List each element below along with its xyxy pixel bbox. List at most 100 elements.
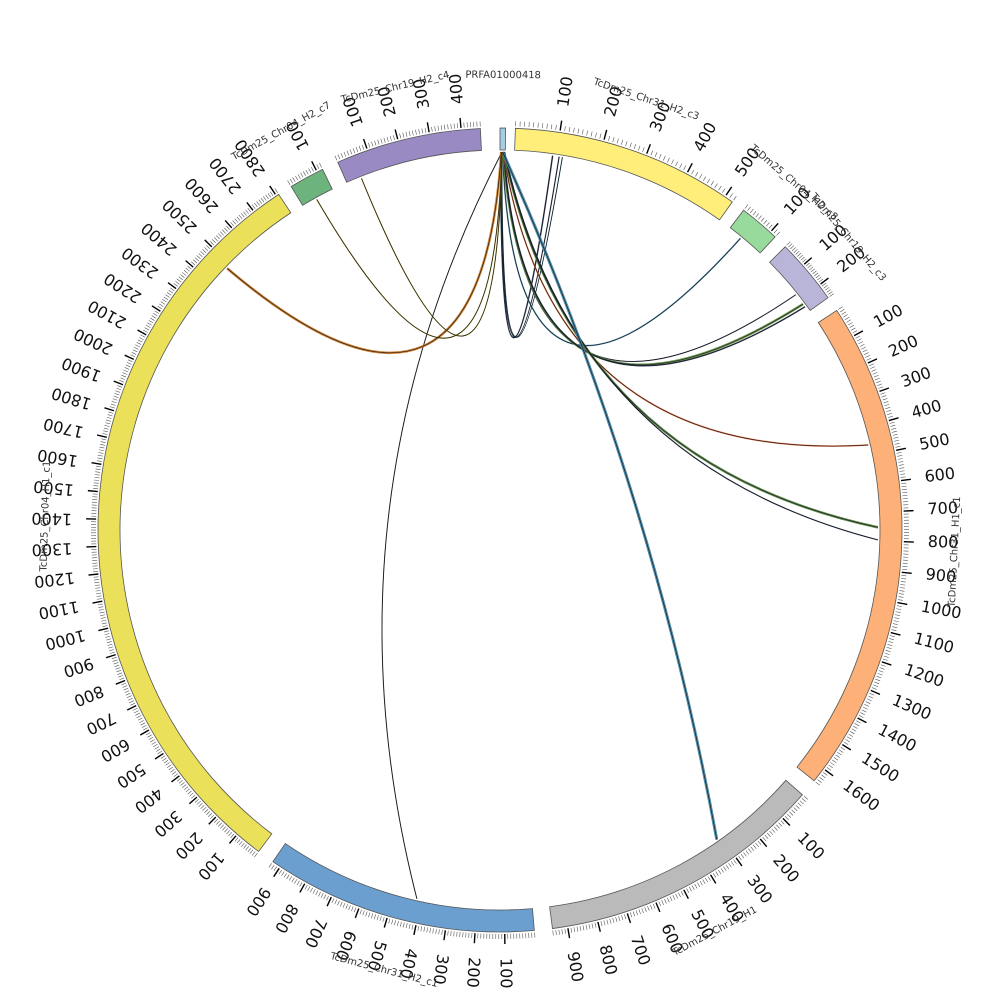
major-tick xyxy=(443,930,447,941)
minor-tick xyxy=(109,651,115,654)
minor-tick xyxy=(752,844,757,849)
minor-tick xyxy=(862,706,868,710)
minor-tick xyxy=(297,174,301,179)
minor-tick xyxy=(675,161,678,167)
minor-tick xyxy=(417,925,420,931)
minor-tick xyxy=(236,839,241,844)
minor-tick xyxy=(312,889,316,894)
minor-tick xyxy=(793,249,798,253)
minor-tick xyxy=(93,576,99,578)
minor-tick xyxy=(116,387,122,391)
minor-tick xyxy=(254,202,258,208)
minor-tick xyxy=(136,342,142,345)
minor-tick xyxy=(841,311,847,315)
minor-tick xyxy=(228,831,233,837)
minor-tick xyxy=(892,623,898,626)
minor-tick xyxy=(887,415,893,418)
minor-tick xyxy=(310,887,313,893)
segment-label-tcdm25-chr04-h2-c7: TcDm25_Chr04_H2_c7 xyxy=(229,100,332,164)
major-tick xyxy=(735,857,743,867)
minor-tick xyxy=(176,777,182,782)
minor-tick xyxy=(337,900,340,906)
minor-tick xyxy=(638,909,641,915)
tick-label: 100 xyxy=(794,828,829,863)
minor-tick xyxy=(113,662,119,665)
major-tick xyxy=(88,573,99,576)
tick-label: 500 xyxy=(918,429,952,454)
minor-tick xyxy=(230,833,235,838)
minor-tick xyxy=(898,596,904,598)
minor-tick xyxy=(882,658,888,661)
minor-tick xyxy=(699,880,703,886)
minor-tick xyxy=(97,454,103,457)
minor-tick xyxy=(582,925,585,931)
minor-tick xyxy=(263,196,267,201)
minor-tick xyxy=(899,467,905,469)
minor-tick xyxy=(183,270,189,274)
tick-label: 800 xyxy=(271,901,302,937)
minor-tick xyxy=(98,449,104,452)
tick-label: 700 xyxy=(83,708,119,738)
major-tick xyxy=(901,571,912,575)
minor-tick xyxy=(629,142,632,148)
minor-tick xyxy=(202,807,207,811)
minor-tick xyxy=(868,695,874,699)
minor-tick xyxy=(766,222,770,227)
minor-tick xyxy=(353,907,357,913)
major-tick xyxy=(709,874,717,884)
minor-tick xyxy=(254,852,258,858)
major-tick xyxy=(683,889,689,899)
minor-tick xyxy=(362,910,365,916)
minor-tick xyxy=(723,866,727,871)
minor-tick xyxy=(897,599,903,601)
segment-label-tcdm25-chr31-h1-c1: TcDm25_Chr31_H1_c1 xyxy=(947,496,963,608)
minor-tick xyxy=(104,425,110,427)
major-tick xyxy=(104,407,115,412)
major-tick xyxy=(113,380,124,386)
minor-tick xyxy=(714,183,718,188)
minor-tick xyxy=(825,287,830,291)
minor-tick xyxy=(102,625,108,627)
major-tick xyxy=(246,201,254,211)
segment-tcdm25-chr04-h2-c8 xyxy=(729,209,776,254)
minor-tick xyxy=(828,764,833,769)
link-edge xyxy=(502,151,741,346)
minor-tick xyxy=(361,144,365,150)
minor-tick xyxy=(137,717,143,721)
minor-tick xyxy=(858,715,864,718)
minor-tick xyxy=(352,148,356,154)
minor-tick xyxy=(840,746,846,751)
minor-tick xyxy=(319,162,322,168)
minor-tick xyxy=(441,929,443,935)
minor-tick xyxy=(797,252,802,257)
minor-tick xyxy=(232,220,237,225)
minor-tick xyxy=(236,216,241,221)
minor-tick xyxy=(323,894,327,900)
link-edge xyxy=(361,151,503,337)
minor-tick xyxy=(612,917,615,923)
minor-tick xyxy=(337,154,341,160)
minor-tick xyxy=(625,141,628,147)
link-ribbon xyxy=(360,151,503,337)
minor-tick xyxy=(893,436,899,439)
major-tick xyxy=(853,330,864,337)
minor-tick xyxy=(316,164,320,169)
major-tick xyxy=(96,434,107,438)
minor-tick xyxy=(178,276,183,281)
major-tick xyxy=(686,162,693,173)
minor-tick xyxy=(891,430,897,433)
minor-tick xyxy=(286,874,290,880)
minor-tick xyxy=(573,127,575,133)
minor-tick xyxy=(175,280,180,285)
tick-label: 1100 xyxy=(912,628,956,657)
tick-label: 200 xyxy=(885,331,921,361)
minor-tick xyxy=(621,139,624,145)
minor-tick xyxy=(122,685,128,688)
tick-label: 700 xyxy=(301,915,331,951)
minor-tick xyxy=(854,723,860,727)
major-tick xyxy=(559,120,563,131)
minor-tick xyxy=(226,830,231,835)
minor-tick xyxy=(185,788,190,793)
minor-tick xyxy=(308,168,312,174)
